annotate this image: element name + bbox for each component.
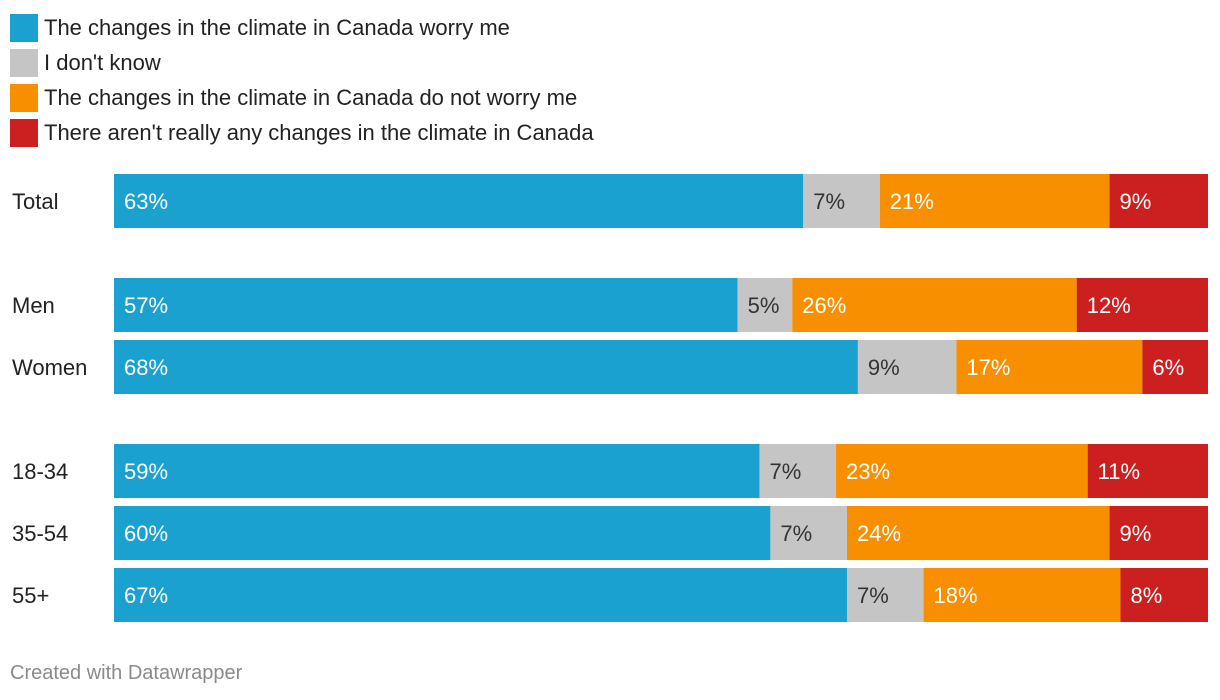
bar-segment-women-series-3 <box>956 340 1143 394</box>
bar-segment-18-34-series-1 <box>114 444 760 498</box>
data-label-35-54-series-4: 9% <box>1120 521 1152 546</box>
bar-segment-35-54-series-3 <box>846 506 1110 560</box>
data-label-men-series-4: 12% <box>1087 293 1131 318</box>
bar-segment-35-54-series-4 <box>1109 506 1208 560</box>
bar-segment-18-34-series-2 <box>759 444 837 498</box>
datawrapper-credit: Created with Datawrapper <box>10 662 243 684</box>
data-label-55-plus-series-1: 67% <box>124 583 168 608</box>
row-label-18-34: 18-34 <box>12 459 68 484</box>
legend-swatch-worry <box>10 13 38 42</box>
data-label-men-series-1: 57% <box>124 293 168 318</box>
data-label-35-54-series-1: 60% <box>124 521 168 546</box>
bar-segment-total-series-1 <box>114 174 804 228</box>
bar-segment-women-series-1 <box>114 340 858 394</box>
bar-segment-men-series-3 <box>792 278 1077 332</box>
bar-segment-35-54-series-1 <box>114 506 771 560</box>
bar-segment-men-series-4 <box>1076 278 1208 332</box>
bar-segment-55-plus-series-4 <box>1120 568 1208 622</box>
bar-segment-men-series-1 <box>114 278 738 332</box>
legend-item-no-changes: There aren't really any changes in the c… <box>10 115 594 150</box>
data-label-men-series-2: 5% <box>748 293 780 318</box>
bar-segment-men-series-2 <box>737 278 793 332</box>
legend-label-no-changes: There aren't really any changes in the c… <box>44 119 594 145</box>
bar-segment-total-series-3 <box>879 174 1110 228</box>
data-label-women-series-1: 68% <box>124 355 168 380</box>
legend-item-not-worry: The changes in the climate in Canada do … <box>10 80 594 115</box>
legend-label-worry: The changes in the climate in Canada wor… <box>44 14 510 40</box>
data-label-total-series-3: 21% <box>890 189 934 214</box>
chart-legend: The changes in the climate in Canada wor… <box>10 10 594 150</box>
data-label-55-plus-series-4: 8% <box>1130 583 1162 608</box>
legend-label-not-worry: The changes in the climate in Canada do … <box>44 84 578 110</box>
bar-segment-18-34-series-4 <box>1087 444 1208 498</box>
row-label-35-54: 35-54 <box>12 521 68 546</box>
data-label-35-54-series-3: 24% <box>857 521 901 546</box>
data-label-total-series-2: 7% <box>813 189 845 214</box>
row-label-55-plus: 55+ <box>12 583 49 608</box>
bar-segment-women-series-4 <box>1142 340 1208 394</box>
row-label-total: Total <box>12 189 58 214</box>
data-label-total-series-4: 9% <box>1120 189 1152 214</box>
bar-segment-18-34-series-3 <box>836 444 1088 498</box>
data-label-total-series-1: 63% <box>124 189 168 214</box>
data-label-18-34-series-2: 7% <box>769 459 801 484</box>
bar-segment-total-series-2 <box>803 174 880 228</box>
data-label-18-34-series-4: 11% <box>1098 459 1140 484</box>
data-label-women-series-3: 17% <box>966 355 1010 380</box>
legend-item-worry: The changes in the climate in Canada wor… <box>10 10 594 45</box>
data-label-55-plus-series-3: 18% <box>934 583 978 608</box>
legend-swatch-dont-know <box>10 48 38 77</box>
bar-segment-women-series-2 <box>857 340 957 394</box>
legend-swatch-not-worry <box>10 83 38 112</box>
legend-label-dont-know: I don't know <box>44 49 161 75</box>
data-label-women-series-2: 9% <box>868 355 900 380</box>
bar-segment-55-plus-series-3 <box>923 568 1121 622</box>
row-label-women: Women <box>12 355 87 380</box>
data-label-men-series-3: 26% <box>802 293 846 318</box>
legend-item-dont-know: I don't know <box>10 45 594 80</box>
data-label-18-34-series-1: 59% <box>124 459 168 484</box>
legend-swatch-no-changes <box>10 118 38 147</box>
data-label-women-series-4: 6% <box>1152 355 1184 380</box>
data-label-35-54-series-2: 7% <box>780 521 812 546</box>
bar-segment-35-54-series-2 <box>770 506 847 560</box>
bar-segment-55-plus-series-1 <box>114 568 847 622</box>
bar-segment-total-series-4 <box>1109 174 1208 228</box>
data-label-18-34-series-3: 23% <box>846 459 890 484</box>
data-label-55-plus-series-2: 7% <box>857 583 889 608</box>
bar-segment-55-plus-series-2 <box>846 568 924 622</box>
row-label-men: Men <box>12 293 55 318</box>
